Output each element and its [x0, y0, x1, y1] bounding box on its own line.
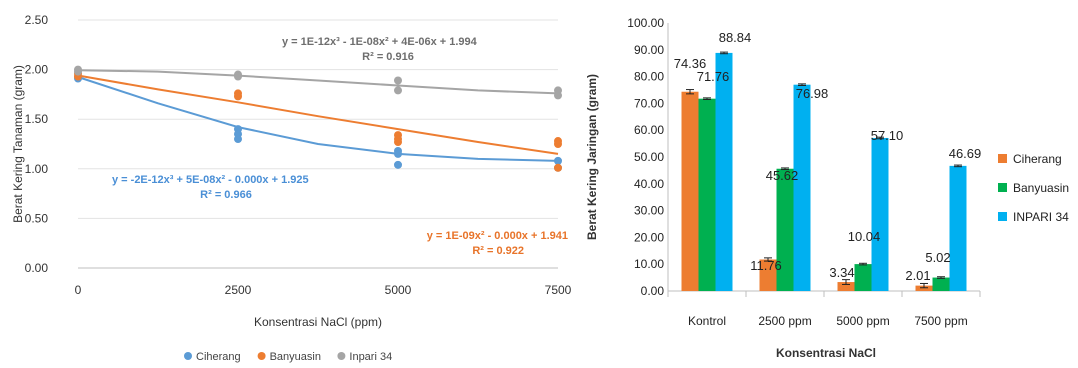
- y-tick-label: 60.00: [634, 123, 664, 137]
- y-tick-label: 30.00: [634, 204, 664, 218]
- y-tick-label: 50.00: [634, 150, 664, 164]
- y-tick-label: 0.00: [25, 261, 49, 275]
- y-axis-title: Berat Kering Tanaman (gram): [11, 65, 25, 223]
- y-tick-label: 1.50: [25, 112, 49, 126]
- y-tick-label: 0.00: [641, 284, 665, 298]
- data-point: [554, 156, 562, 165]
- x-tick-label: Kontrol: [688, 314, 726, 328]
- bar: [854, 264, 872, 291]
- y-tick-label: 1.00: [25, 162, 49, 176]
- bar: [776, 168, 794, 291]
- bar: [871, 137, 889, 291]
- x-axis-title: Konsentrasi NaCl (ppm): [254, 315, 382, 329]
- data-point: [554, 91, 562, 100]
- trendline: [77, 69, 559, 95]
- x-tick-label: 0: [75, 283, 82, 297]
- y-tick-label: 90.00: [634, 43, 664, 57]
- data-point: [74, 67, 82, 76]
- bar: [932, 277, 950, 291]
- trend-r2: R² = 0.922: [472, 245, 524, 257]
- x-tick-label: 7500 ppm: [914, 314, 967, 328]
- data-label: 46.69: [949, 146, 982, 161]
- bar: [915, 285, 933, 291]
- y-tick-label: 2.00: [25, 63, 49, 77]
- trend-equation: y = 1E-09x² - 0.000x + 1.941: [427, 230, 568, 242]
- legend-marker: [257, 352, 266, 360]
- y-tick-label: 10.00: [634, 257, 664, 271]
- data-label: 11.76: [750, 258, 782, 273]
- legend-label: INPARI 34: [1013, 210, 1069, 224]
- legend-label: Banyuasin: [270, 351, 321, 363]
- data-label: 74.36: [674, 56, 707, 71]
- data-point: [394, 160, 402, 169]
- trendline: [77, 76, 559, 162]
- legend-marker: [337, 352, 346, 360]
- data-point: [234, 135, 242, 144]
- trend-equation: y = 1E-12x³ - 1E-08x² + 4E-06x + 1.994: [282, 36, 478, 48]
- x-tick-label: 7500: [545, 283, 572, 297]
- data-label: 10.04: [848, 229, 881, 244]
- x-tick-label: 5000 ppm: [836, 314, 889, 328]
- data-point: [394, 86, 402, 95]
- legend-swatch: [998, 183, 1007, 192]
- data-point: [394, 138, 402, 147]
- data-label: 45.62: [766, 168, 799, 183]
- data-label: 71.76: [697, 69, 730, 84]
- legend-label: Banyuasin: [1013, 181, 1069, 195]
- x-tick-label: 5000: [385, 283, 412, 297]
- legend-label: Inpari 34: [349, 351, 392, 363]
- bar: [793, 84, 811, 291]
- y-tick-label: 100.00: [627, 16, 664, 30]
- legend-label: Ciherang: [1013, 152, 1062, 166]
- data-point: [394, 149, 402, 158]
- y-tick-label: 80.00: [634, 70, 664, 84]
- legend-swatch: [998, 212, 1007, 221]
- data-point: [234, 92, 242, 101]
- legend-swatch: [998, 154, 1007, 163]
- data-label: 57.10: [871, 128, 904, 143]
- trend-r2: R² = 0.916: [362, 51, 414, 63]
- data-label: 2.01: [905, 268, 930, 283]
- bar: [949, 165, 967, 291]
- data-label: 88.84: [719, 30, 752, 45]
- legend-marker: [184, 352, 192, 360]
- x-axis-title: Konsentrasi NaCl: [776, 346, 876, 360]
- data-point: [554, 140, 562, 148]
- trend-r2: R² = 0.966: [200, 189, 252, 201]
- y-axis-title: Berat Kering Jaringan (gram): [585, 74, 599, 240]
- y-tick-label: 2.50: [25, 13, 49, 27]
- data-point: [554, 163, 562, 172]
- legend-label: Ciherang: [196, 351, 241, 363]
- y-tick-label: 20.00: [634, 230, 664, 244]
- data-label: 76.98: [796, 86, 829, 101]
- data-label: 3.34: [829, 265, 854, 280]
- y-tick-label: 40.00: [634, 177, 664, 191]
- bar: [681, 91, 699, 291]
- data-point: [234, 72, 242, 81]
- bar: [837, 282, 855, 291]
- bar: [759, 259, 777, 291]
- trendline: [77, 74, 559, 155]
- data-point: [394, 76, 402, 85]
- bar: [698, 98, 716, 291]
- data-label: 5.02: [925, 250, 950, 265]
- bar: [715, 52, 733, 291]
- x-tick-label: 2500: [225, 283, 252, 297]
- trend-equation: y = -2E-12x³ + 5E-08x² - 0.000x + 1.925: [112, 174, 309, 186]
- y-tick-label: 0.50: [25, 211, 49, 225]
- y-tick-label: 70.00: [634, 96, 664, 110]
- x-tick-label: 2500 ppm: [758, 314, 811, 328]
